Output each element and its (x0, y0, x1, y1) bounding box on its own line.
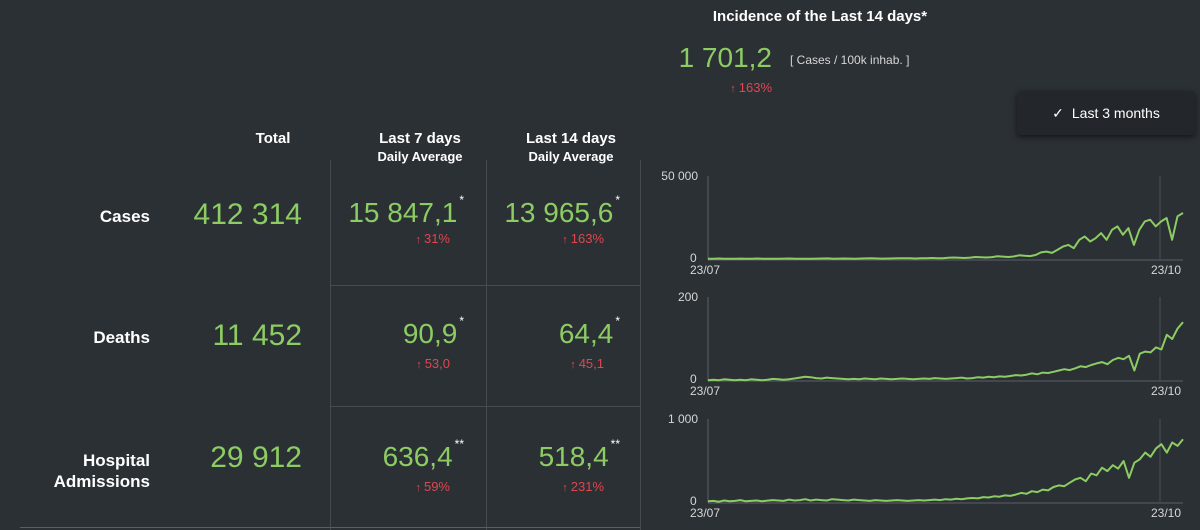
incidence-value: 1 701,2 (678, 42, 772, 73)
hospital-avg7-change-value: 59% (423, 479, 450, 494)
deaths-ytick-bottom: 0 (690, 372, 697, 386)
deaths-avg7: 90,9 * (330, 314, 464, 350)
header-last7-subtitle: Daily Average (377, 149, 463, 164)
row-label-line1: Cases (99, 207, 150, 226)
row-label-line1: Hospital (82, 451, 150, 470)
footnote-mark: * (459, 314, 464, 328)
cases-xtick-right: 23/10 (1151, 263, 1181, 277)
deaths-avg7-value: 90,9 (402, 318, 458, 349)
incidence-change: ↑ 163% (700, 80, 772, 95)
cases-avg14-change: ↑ 163% (496, 231, 604, 246)
cases-avg7-value: 15 847,1 (348, 197, 458, 228)
period-selector-button[interactable]: ✓ Last 3 months (1017, 91, 1195, 135)
deaths-xtick-right: 23/10 (1151, 384, 1181, 398)
hospital-ytick-bottom: 0 (690, 494, 697, 508)
table-bottom-border (20, 527, 640, 528)
hospital-total: 29 912 (210, 441, 302, 474)
footnote-mark: * (459, 193, 464, 207)
deaths-avg14-change: ↑ 45,1 (496, 356, 604, 371)
check-icon: ✓ (1052, 104, 1064, 121)
row-label-line1: Deaths (93, 328, 150, 347)
cases-series-line (707, 212, 1184, 260)
hospital-avg14-change-value: 231% (570, 479, 604, 494)
row-label-deaths: Deaths (40, 327, 150, 348)
header-last14: Last 14 days Daily Average (496, 130, 646, 166)
period-selector-label: Last 3 months (1071, 105, 1160, 121)
row-divider (330, 406, 640, 407)
incidence-title: Incidence of the Last 14 days* (712, 8, 928, 25)
footnote-mark: ** (610, 437, 620, 451)
row-label-line2: Admissions (53, 472, 150, 491)
hospital-avg7-value: 636,4 (382, 441, 453, 472)
deaths-total: 11 452 (212, 319, 302, 352)
cases-ytick-bottom: 0 (690, 251, 697, 265)
column-divider (330, 160, 331, 530)
arrow-up-icon: ↑ (570, 359, 576, 371)
hospital-avg14: 518,4 ** (476, 437, 620, 473)
incidence-unit: [ Cases / 100k inhab. ] (790, 53, 910, 67)
hospital-avg7-change: ↑ 59% (340, 479, 450, 494)
hospital-ytick-top: 1 000 (668, 412, 698, 426)
row-label-cases: Cases (40, 206, 150, 227)
incidence-change-value: 163% (738, 80, 772, 95)
cases-avg7: 15 847,1 * (330, 193, 464, 229)
cases-avg14: 13 965,6 * (486, 193, 620, 229)
hospital-xtick-right: 23/10 (1151, 506, 1181, 520)
row-divider (330, 285, 640, 286)
hospital-avg14-value: 518,4 (538, 441, 609, 472)
arrow-up-icon: ↑ (562, 482, 568, 494)
deaths-ytick-top: 200 (678, 290, 698, 304)
footnote-mark: ** (454, 437, 464, 451)
deaths-avg7-change: ↑ 53,0 (340, 356, 450, 371)
deaths-avg14-value: 64,4 (558, 318, 614, 349)
cases-avg7-change: ↑ 31% (340, 231, 450, 246)
arrow-up-icon: ↑ (415, 482, 421, 494)
column-divider (640, 160, 641, 530)
deaths-avg14: 64,4 * (486, 314, 620, 350)
arrow-up-icon: ↑ (730, 83, 736, 95)
arrow-up-icon: ↑ (415, 234, 421, 246)
header-last7-title: Last 7 days (379, 130, 461, 147)
hospital-avg14-change: ↑ 231% (496, 479, 604, 494)
header-last14-subtitle: Daily Average (528, 149, 614, 164)
footnote-mark: * (615, 193, 620, 207)
arrow-up-icon: ↑ (416, 359, 422, 371)
deaths-xtick-left: 23/07 (690, 384, 720, 398)
cases-avg14-value: 13 965,6 (504, 197, 614, 228)
hospital-xtick-left: 23/07 (690, 506, 720, 520)
deaths-avg14-change-value: 45,1 (578, 356, 604, 371)
footnote-mark: * (615, 314, 620, 328)
hospital-avg7: 636,4 ** (320, 437, 464, 473)
deaths-avg7-change-value: 53,0 (424, 356, 450, 371)
cases-avg7-change-value: 31% (423, 231, 450, 246)
column-divider (486, 160, 487, 530)
header-last7: Last 7 days Daily Average (345, 130, 495, 166)
row-label-hospital-admissions: Hospital Admissions (20, 450, 150, 492)
hospital-series-line (707, 438, 1184, 503)
cases-xtick-left: 23/07 (690, 263, 720, 277)
deaths-series-line (707, 321, 1184, 382)
cases-ytick-top: 50 000 (661, 169, 698, 183)
cases-total: 412 314 (193, 198, 302, 231)
header-total: Total (255, 130, 291, 147)
arrow-up-icon: ↑ (562, 234, 568, 246)
header-last14-title: Last 14 days (525, 130, 617, 147)
cases-avg14-change-value: 163% (570, 231, 604, 246)
